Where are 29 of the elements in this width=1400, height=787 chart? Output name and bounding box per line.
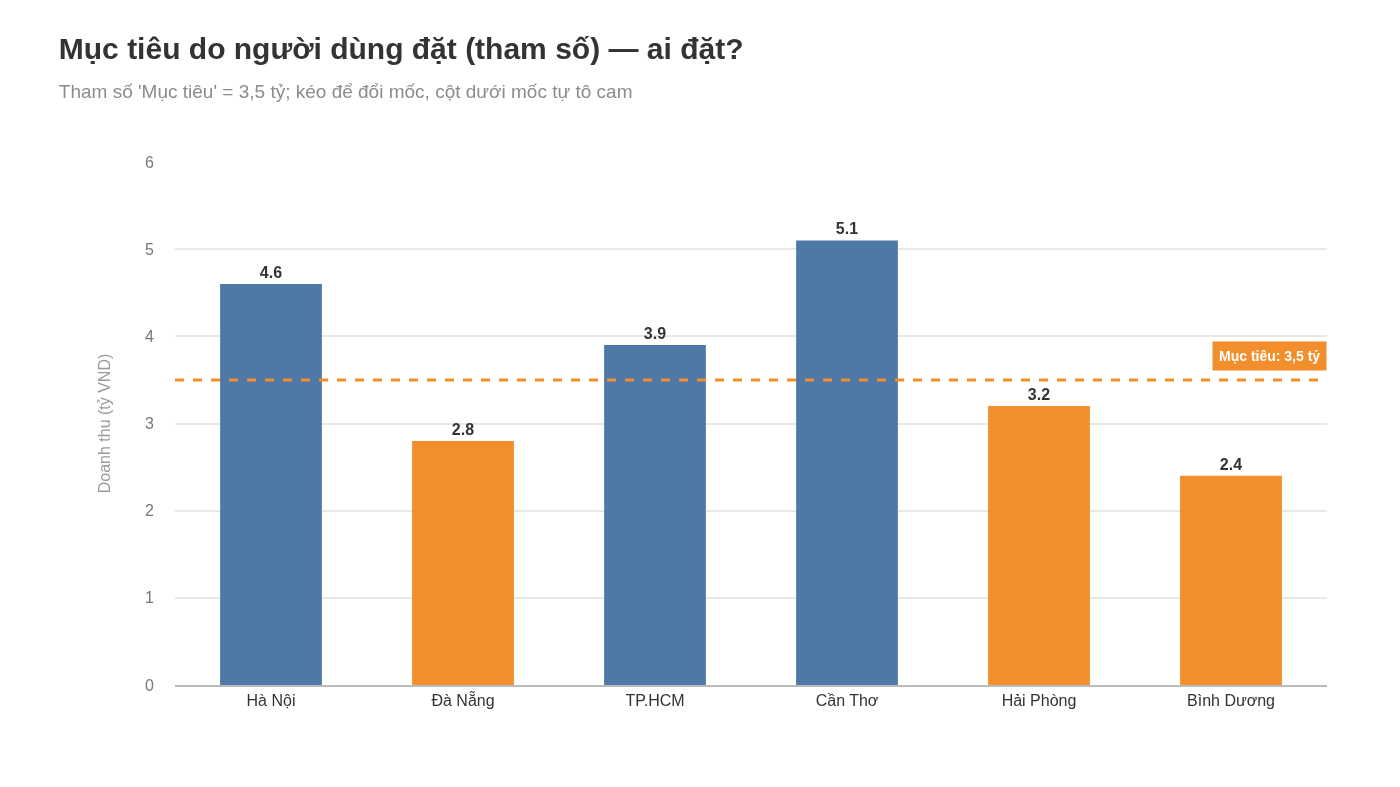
x-tick-label: TP.HCM [625, 691, 685, 709]
chart-title: Mục tiêu do người dùng đặt (tham số) — ai đặt? [58, 32, 744, 66]
y-tick-label: 3 [145, 415, 155, 433]
data-label: 2.4 [1219, 455, 1243, 473]
ref-line-label: Mục tiêu: 3,5 tỷ [1219, 348, 1321, 364]
data-label: 2.8 [451, 420, 475, 438]
y-tick-label: 4 [145, 327, 155, 345]
y-axis-title: Doanh thu (tỷ VND) [95, 353, 113, 494]
x-tick-label: Hải Phòng [1001, 691, 1077, 709]
bar [1180, 475, 1282, 685]
x-tick-label: Bình Dương [1187, 691, 1275, 709]
bar [604, 345, 706, 685]
x-tick-label: Cần Thơ [815, 691, 879, 709]
x-tick-label: Hà Nội [246, 691, 296, 709]
y-tick-label: 1 [145, 589, 155, 607]
chart-subtitle: Tham số 'Mục tiêu' = 3,5 tỷ; kéo để đổi mốc, cột dưới mốc tự tô cam [58, 81, 633, 103]
data-label: 3.9 [643, 325, 667, 343]
data-label: 3.2 [1027, 386, 1051, 404]
data-label: 5.1 [835, 220, 859, 238]
y-tick-label: 5 [145, 240, 155, 258]
bar [988, 406, 1090, 685]
y-tick-label: 6 [145, 153, 155, 171]
y-tick-label: 0 [145, 676, 155, 694]
x-tick-label: Đà Nẵng [431, 690, 495, 709]
bar [412, 440, 514, 685]
y-tick-label: 2 [145, 502, 155, 520]
bar [220, 284, 322, 685]
bar [796, 240, 898, 685]
data-label: 4.6 [259, 264, 283, 282]
